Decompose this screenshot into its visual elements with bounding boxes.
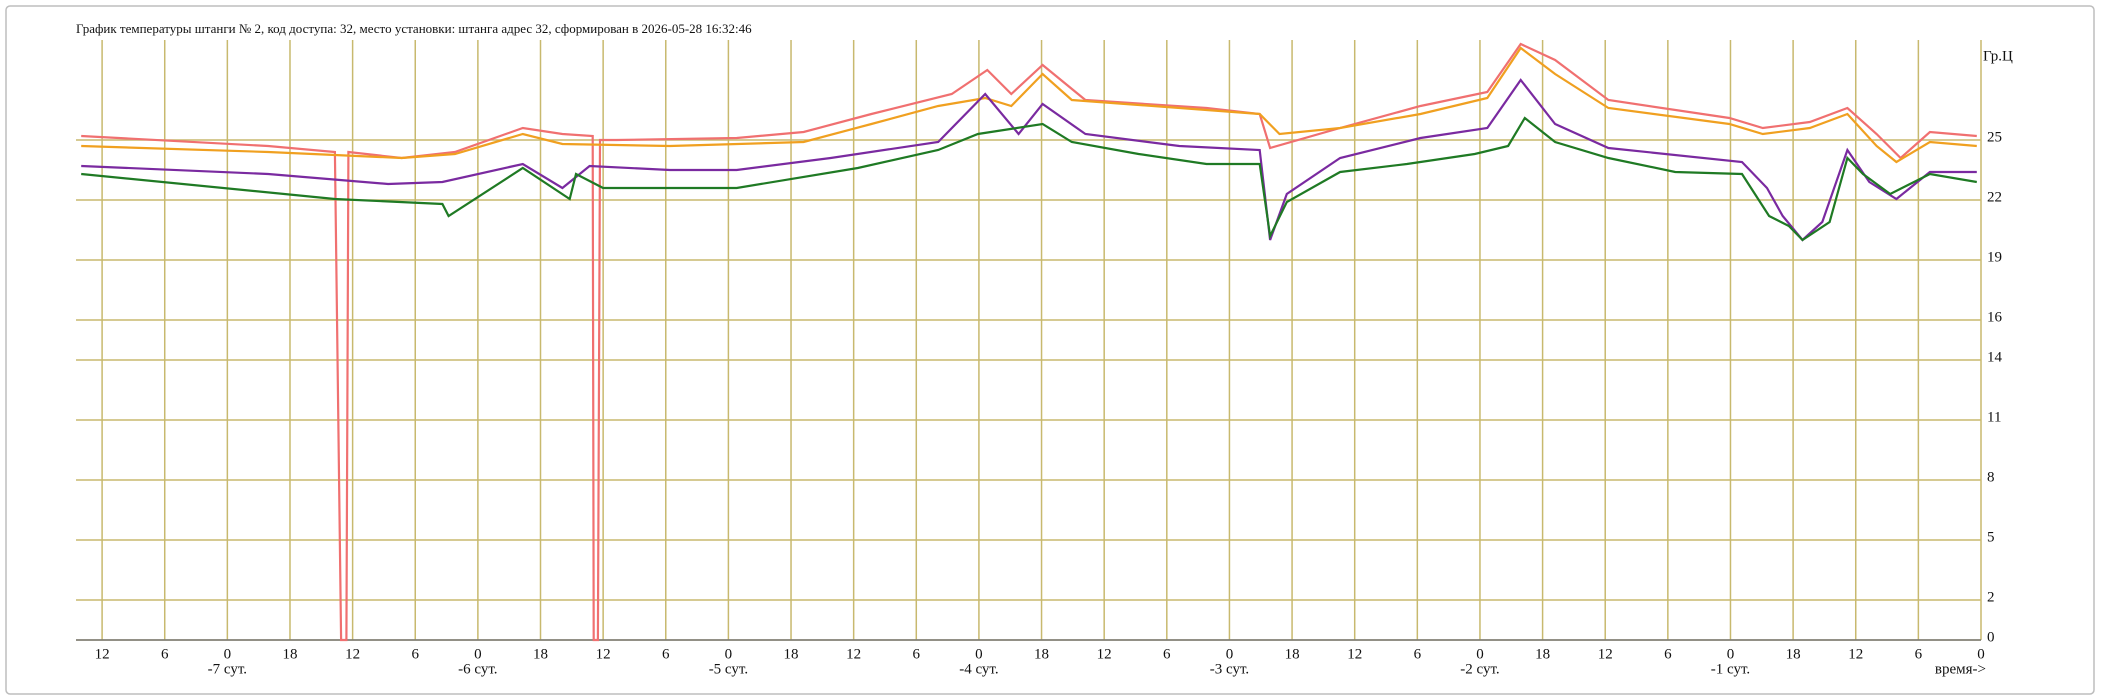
series-line bbox=[81, 46, 1977, 164]
y-tick-label: 14 bbox=[1987, 349, 2003, 365]
x-tick-label: 6 bbox=[161, 646, 169, 662]
x-tick-label: 0 bbox=[224, 646, 232, 662]
chart-title: График температуры штанги № 2, код досту… bbox=[76, 21, 752, 36]
day-label: -3 сут. bbox=[1210, 661, 1249, 677]
y-axis-label: Гр.Ц bbox=[1983, 48, 2013, 64]
x-tick-label: 18 bbox=[533, 646, 548, 662]
x-tick-label: 6 bbox=[913, 646, 921, 662]
y-tick-label: 16 bbox=[1987, 309, 2003, 325]
y-tick-label: 5 bbox=[1987, 529, 1995, 545]
x-axis-label: время-> bbox=[1935, 661, 1986, 677]
x-tick-label: 6 bbox=[1915, 646, 1923, 662]
x-tick-label: 12 bbox=[596, 646, 611, 662]
frame bbox=[5, 5, 2095, 695]
x-tick-label: 12 bbox=[1848, 646, 1863, 662]
y-tick-label: 0 bbox=[1987, 629, 1995, 645]
x-tick-label: 0 bbox=[1977, 646, 1985, 662]
x-tick-label: 0 bbox=[1476, 646, 1484, 662]
day-label: -4 сут. bbox=[959, 661, 998, 677]
y-tick-label: 11 bbox=[1987, 409, 2001, 425]
y-tick-label: 19 bbox=[1987, 249, 2002, 265]
x-tick-label: 12 bbox=[1097, 646, 1112, 662]
x-tick-label: 0 bbox=[725, 646, 733, 662]
day-label: -6 сут. bbox=[458, 661, 497, 677]
x-tick-label: 18 bbox=[1535, 646, 1550, 662]
x-tick-label: 12 bbox=[95, 646, 110, 662]
x-tick-label: 0 bbox=[975, 646, 983, 662]
series-line bbox=[81, 116, 1977, 242]
y-tick-label: 8 bbox=[1987, 469, 1995, 485]
x-tick-label: 12 bbox=[1347, 646, 1362, 662]
x-tick-label: 18 bbox=[282, 646, 297, 662]
x-tick-label: 6 bbox=[662, 646, 670, 662]
day-label: -7 сут. bbox=[208, 661, 247, 677]
x-tick-label: 0 bbox=[1226, 646, 1234, 662]
x-tick-label: 0 bbox=[1727, 646, 1735, 662]
x-tick-label: 18 bbox=[1034, 646, 1049, 662]
x-tick-label: 12 bbox=[1598, 646, 1613, 662]
y-tick-label: 2 bbox=[1987, 589, 1995, 605]
day-label: -1 сут. bbox=[1711, 661, 1750, 677]
x-tick-label: 6 bbox=[1163, 646, 1171, 662]
y-tick-label: 22 bbox=[1987, 189, 2002, 205]
x-tick-label: 6 bbox=[1664, 646, 1672, 662]
day-label: -5 сут. bbox=[709, 661, 748, 677]
x-tick-label: 12 bbox=[846, 646, 861, 662]
x-tick-label: 18 bbox=[784, 646, 799, 662]
x-tick-label: 6 bbox=[1414, 646, 1422, 662]
series-line bbox=[81, 78, 1977, 242]
x-tick-label: 6 bbox=[411, 646, 419, 662]
x-tick-label: 18 bbox=[1786, 646, 1801, 662]
day-label: -2 сут. bbox=[1460, 661, 1499, 677]
x-tick-label: 18 bbox=[1285, 646, 1300, 662]
y-tick-label: 25 bbox=[1987, 129, 2002, 145]
x-tick-label: 0 bbox=[474, 646, 482, 662]
x-tick-label: 12 bbox=[345, 646, 360, 662]
